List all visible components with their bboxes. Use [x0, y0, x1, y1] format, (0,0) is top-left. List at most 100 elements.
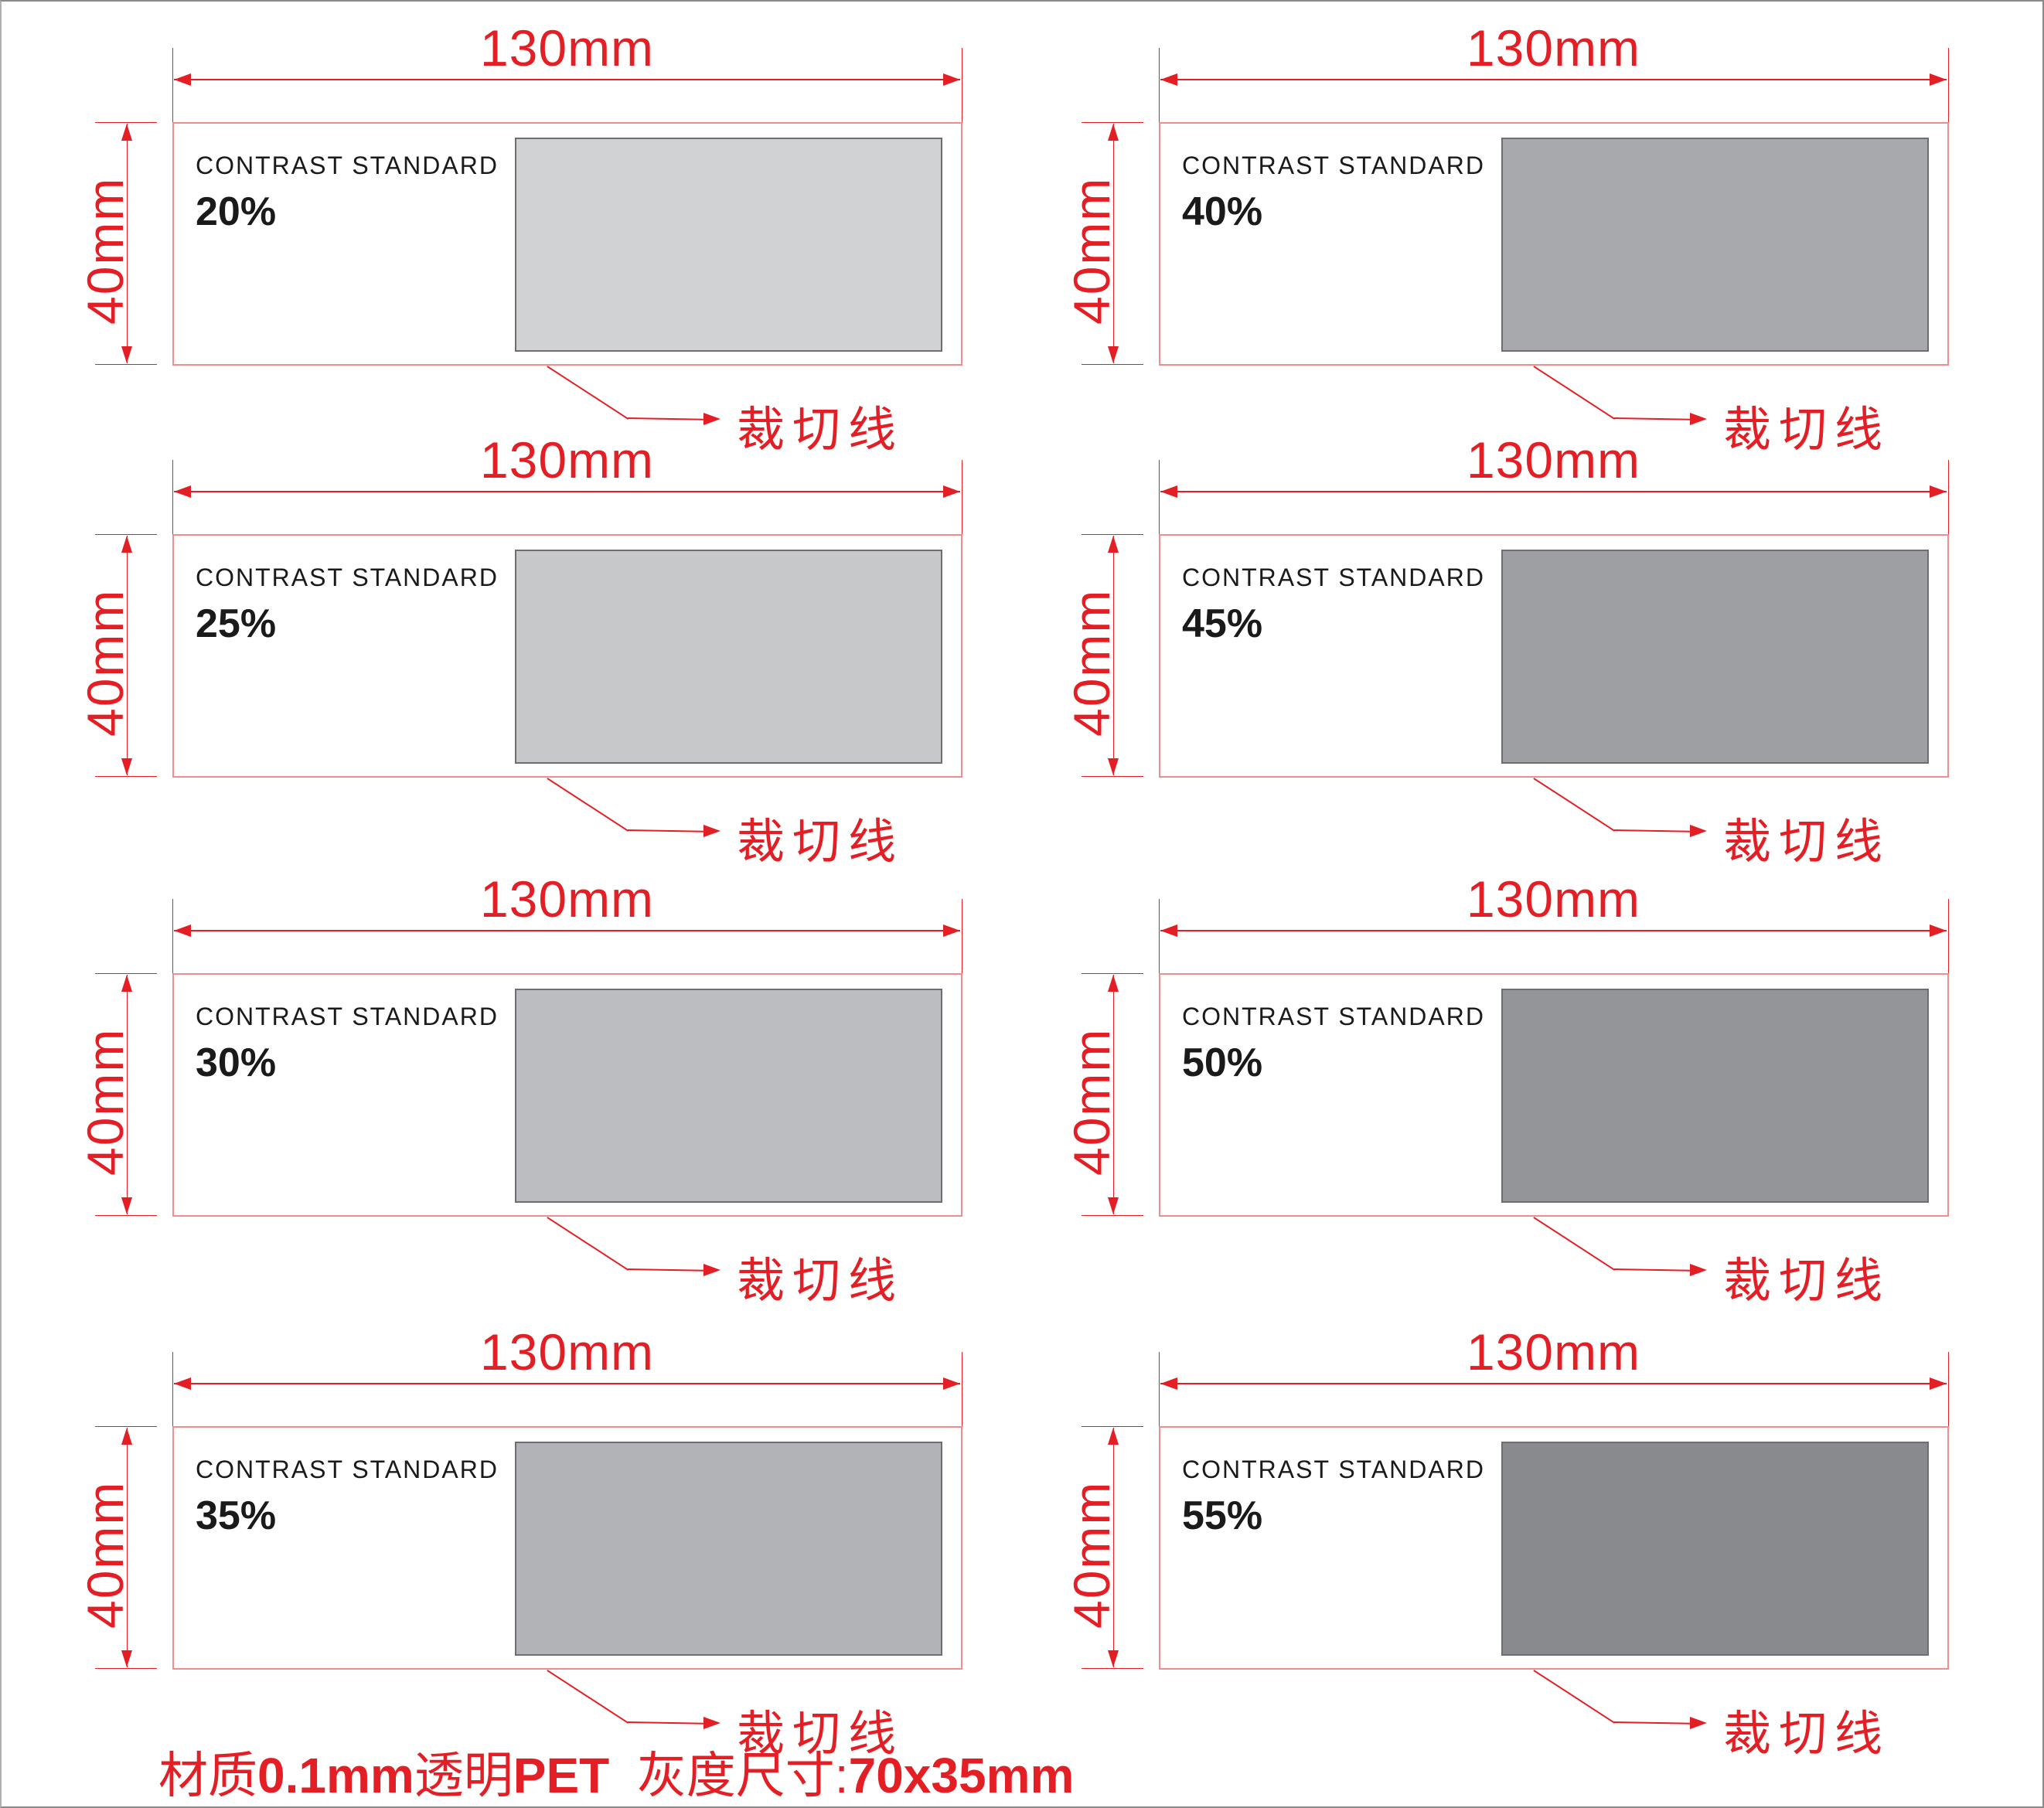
gray-swatch [1501, 1442, 1929, 1656]
cut-line-label: 裁切线 [1723, 403, 1891, 457]
cut-line-leader [1533, 1670, 1616, 1724]
arrow-left-icon [1160, 1377, 1177, 1390]
arrow-right-icon [943, 485, 960, 498]
arrow-down-icon [1108, 1197, 1119, 1214]
contrast-card: CONTRAST STANDARD 35% [172, 1426, 962, 1670]
height-dimension-label: 40mm [77, 176, 134, 325]
height-dimension-label: 40mm [1063, 1027, 1120, 1176]
arrow-left-icon [174, 485, 191, 498]
arrow-right-icon [1930, 1377, 1947, 1390]
contrast-percent: 40% [1182, 189, 1263, 234]
contrast-percent: 45% [1182, 601, 1263, 646]
gray-swatch [1501, 138, 1929, 352]
arrow-right-icon [703, 413, 721, 425]
cut-line-leader-horizontal [627, 829, 705, 832]
width-dimension-line [1160, 491, 1947, 492]
contrast-card: CONTRAST STANDARD 25% [172, 534, 962, 778]
height-dimension-label: 40mm [77, 588, 134, 737]
height-extension-line-top [1082, 122, 1143, 123]
material-spec-note: 材质0.1mm透明PET 灰度尺寸:70x35mm [158, 1748, 1074, 1803]
width-extension-line-left [1159, 1352, 1160, 1429]
height-dimension-line [127, 124, 128, 363]
arrow-up-icon [121, 1428, 132, 1445]
contrast-card-unit-35pct: 130mm 40mm CONTRAST STANDARD 35% 裁切线 [0, 1304, 962, 1761]
height-extension-line-bottom [1082, 364, 1143, 365]
card-title: CONTRAST STANDARD [1182, 152, 1485, 179]
arrow-left-icon [1160, 485, 1177, 498]
width-dimension-line [1160, 79, 1947, 80]
height-dimension-line [127, 975, 128, 1214]
arrow-right-icon [943, 73, 960, 86]
height-dimension-line [1113, 1428, 1114, 1667]
contrast-card-unit-45pct: 130mm 40mm CONTRAST STANDARD 45% 裁切线 [986, 412, 1949, 869]
arrow-up-icon [1108, 124, 1119, 141]
width-dimension-label: 130mm [1466, 870, 1641, 928]
cut-line-leader-horizontal [1613, 1268, 1691, 1272]
contrast-percent: 30% [196, 1040, 277, 1085]
cut-line-leader [1533, 778, 1616, 832]
arrow-right-icon [703, 1717, 721, 1729]
arrow-down-icon [121, 758, 132, 775]
cut-line-leader-horizontal [1613, 829, 1691, 832]
height-extension-line-bottom [95, 1215, 157, 1216]
width-extension-line-right [1948, 48, 1949, 125]
height-dimension-label: 40mm [1063, 176, 1120, 325]
arrow-up-icon [121, 536, 132, 553]
height-dimension-line [1113, 975, 1114, 1214]
arrow-left-icon [174, 73, 191, 86]
arrow-left-icon [174, 1377, 191, 1390]
width-dimension-label: 130mm [479, 431, 655, 489]
height-dimension-label: 40mm [77, 1480, 134, 1629]
arrow-right-icon [1690, 1717, 1707, 1729]
width-extension-line-right [1948, 460, 1949, 537]
material-thickness: 0.1mm [257, 1748, 414, 1803]
card-title: CONTRAST STANDARD [196, 1456, 499, 1483]
contrast-card: CONTRAST STANDARD 55% [1159, 1426, 1949, 1670]
cut-line-leader [1533, 1217, 1616, 1271]
arrow-up-icon [121, 124, 132, 141]
width-dimension-line [174, 79, 960, 80]
width-dimension-label: 130mm [1466, 1323, 1641, 1381]
height-dimension-label: 40mm [1063, 588, 1120, 737]
contrast-card-unit-20pct: 130mm 40mm CONTRAST STANDARD 20% 裁切线 [0, 0, 962, 457]
arrow-right-icon [1690, 413, 1707, 425]
arrow-up-icon [121, 975, 132, 992]
arrow-up-icon [1108, 975, 1119, 992]
height-dimension-label: 40mm [1063, 1480, 1120, 1629]
contrast-percent: 35% [196, 1493, 277, 1538]
width-dimension-line [174, 491, 960, 492]
width-extension-line-right [1948, 1352, 1949, 1429]
height-extension-line-bottom [95, 364, 157, 365]
width-extension-line-left [172, 1352, 173, 1429]
height-extension-line-top [1082, 534, 1143, 535]
arrow-down-icon [1108, 346, 1119, 363]
height-dimension-line [127, 536, 128, 775]
width-extension-line-left [1159, 460, 1160, 537]
height-extension-line-bottom [1082, 776, 1143, 777]
cut-line-leader-horizontal [627, 1721, 705, 1725]
contrast-card: CONTRAST STANDARD 20% [172, 122, 962, 366]
arrow-right-icon [1930, 924, 1947, 937]
height-extension-line-top [95, 122, 157, 123]
width-dimension-label: 130mm [479, 870, 655, 928]
arrow-right-icon [703, 825, 721, 837]
cut-line-label: 裁切线 [737, 815, 904, 869]
contrast-card: CONTRAST STANDARD 50% [1159, 973, 1949, 1217]
cut-line-label: 裁切线 [1723, 1708, 1891, 1761]
gray-swatch [1501, 989, 1929, 1203]
width-extension-line-right [1948, 899, 1949, 976]
width-extension-line-left [1159, 48, 1160, 125]
cut-line-label: 裁切线 [737, 1255, 904, 1308]
arrow-down-icon [1108, 758, 1119, 775]
width-dimension-line [174, 1383, 960, 1384]
arrow-left-icon [174, 924, 191, 937]
contrast-card-unit-50pct: 130mm 40mm CONTRAST STANDARD 50% 裁切线 [986, 851, 1949, 1308]
cut-line-label: 裁切线 [1723, 1255, 1891, 1308]
cut-line-leader-horizontal [1613, 1721, 1691, 1725]
cut-line-label: 裁切线 [737, 403, 904, 457]
arrow-left-icon [1160, 924, 1177, 937]
material-name: PET [513, 1748, 610, 1803]
contrast-card-unit-55pct: 130mm 40mm CONTRAST STANDARD 55% 裁切线 [986, 1304, 1949, 1761]
arrow-right-icon [943, 1377, 960, 1390]
